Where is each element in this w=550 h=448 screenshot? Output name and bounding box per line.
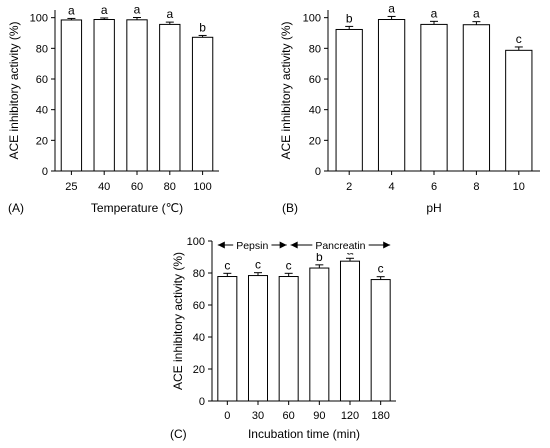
x-tick-label: 180 xyxy=(371,410,389,422)
stage-label: Pancreatin xyxy=(315,240,365,252)
y-tick-label: 60 xyxy=(193,300,205,312)
significance-letter: a xyxy=(134,3,141,17)
stage-label: Pepsin xyxy=(236,240,268,252)
bar xyxy=(60,19,83,172)
y-tick-label: 40 xyxy=(309,105,321,117)
bar xyxy=(462,24,491,172)
significance-letter: a xyxy=(473,7,480,21)
x-axis-label: Temperature (℃) xyxy=(91,201,183,215)
y-tick-label: 20 xyxy=(36,135,48,147)
panel-label: (A) xyxy=(8,201,24,215)
y-tick-label: 100 xyxy=(187,236,205,248)
significance-letter: c xyxy=(516,32,522,46)
significance-letter: a xyxy=(431,6,438,20)
x-tick-label: 90 xyxy=(313,410,325,422)
y-tick-label: 0 xyxy=(42,166,48,178)
bar xyxy=(339,260,361,402)
panel-label: (B) xyxy=(282,201,298,215)
bar xyxy=(278,276,299,402)
bar xyxy=(217,276,238,402)
y-axis-label: ACE inhibitory activity (%) xyxy=(279,21,293,159)
panel-label: (C) xyxy=(170,427,187,441)
y-tick-label: 80 xyxy=(309,43,321,55)
significance-letter: b xyxy=(199,20,206,34)
y-tick-label: 0 xyxy=(199,396,205,408)
x-tick-label: 8 xyxy=(473,181,479,193)
x-axis-label: Incubation time (min) xyxy=(248,427,360,441)
x-tick-label: 2 xyxy=(346,181,352,193)
y-tick-label: 40 xyxy=(36,105,48,117)
bar xyxy=(126,19,148,172)
significance-letter: c xyxy=(255,258,261,272)
significance-letter: b xyxy=(346,11,353,25)
significance-letter: c xyxy=(286,258,292,272)
significance-letter: c xyxy=(378,262,384,276)
y-tick-label: 40 xyxy=(193,332,205,344)
x-tick-label: 25 xyxy=(65,181,77,193)
significance-letter: c xyxy=(224,258,230,272)
y-tick-label: 20 xyxy=(193,364,205,376)
bar xyxy=(191,36,214,172)
x-tick-label: 0 xyxy=(224,410,230,422)
x-tick-label: 40 xyxy=(98,181,110,193)
bar xyxy=(377,19,406,172)
y-tick-label: 60 xyxy=(309,74,321,86)
y-tick-label: 80 xyxy=(36,43,48,55)
significance-letter: a xyxy=(166,7,173,21)
x-tick-label: 6 xyxy=(431,181,437,193)
x-tick-label: 4 xyxy=(389,181,395,193)
stage-arrowhead-left xyxy=(290,241,298,249)
x-tick-label: 10 xyxy=(513,181,525,193)
y-tick-label: 20 xyxy=(309,135,321,147)
x-axis-label: pH xyxy=(426,201,441,215)
stage-label-background xyxy=(312,239,369,253)
y-tick-label: 0 xyxy=(315,166,321,178)
y-tick-label: 80 xyxy=(193,268,205,280)
stage-arrowhead-right xyxy=(383,241,391,249)
bar xyxy=(159,23,181,172)
bar xyxy=(309,267,330,402)
x-tick-label: 100 xyxy=(193,181,211,193)
y-tick-label: 100 xyxy=(30,13,48,25)
bar xyxy=(420,23,448,172)
bar xyxy=(505,49,533,172)
y-tick-label: 100 xyxy=(303,13,321,25)
x-tick-label: 30 xyxy=(252,410,264,422)
significance-letter: a xyxy=(388,1,395,15)
y-axis-label: ACE inhibitory activity (%) xyxy=(171,252,185,390)
x-tick-label: 80 xyxy=(164,181,176,193)
bar xyxy=(335,28,363,172)
bar xyxy=(247,275,269,402)
stage-arrowhead-left xyxy=(217,241,225,249)
significance-letter: a xyxy=(68,3,75,17)
significance-letter: b xyxy=(316,250,323,264)
panel-ph: 0 20 40 60 80 100 2 b 4 a 6 a 8 a 10 c ACE inhibitory ac… xyxy=(279,1,540,215)
y-tick-label: 60 xyxy=(36,74,48,86)
significance-letter: a xyxy=(101,3,108,17)
x-tick-label: 120 xyxy=(341,410,359,422)
stage-arrowhead-right xyxy=(279,241,287,249)
bar xyxy=(93,19,115,172)
bar xyxy=(370,279,391,402)
panel-temperature: 0 20 40 60 80 100 25 a 40 a 60 a 80 a 100 b ACE inhibito… xyxy=(7,3,219,215)
y-axis-label: ACE inhibitory activity (%) xyxy=(7,21,21,159)
stage-label-background xyxy=(233,239,272,253)
x-tick-label: 60 xyxy=(131,181,143,193)
panel-incubation-time: 0204060801000c30c60c90b120a180cACE inhib… xyxy=(170,236,396,441)
x-tick-label: 60 xyxy=(283,410,295,422)
